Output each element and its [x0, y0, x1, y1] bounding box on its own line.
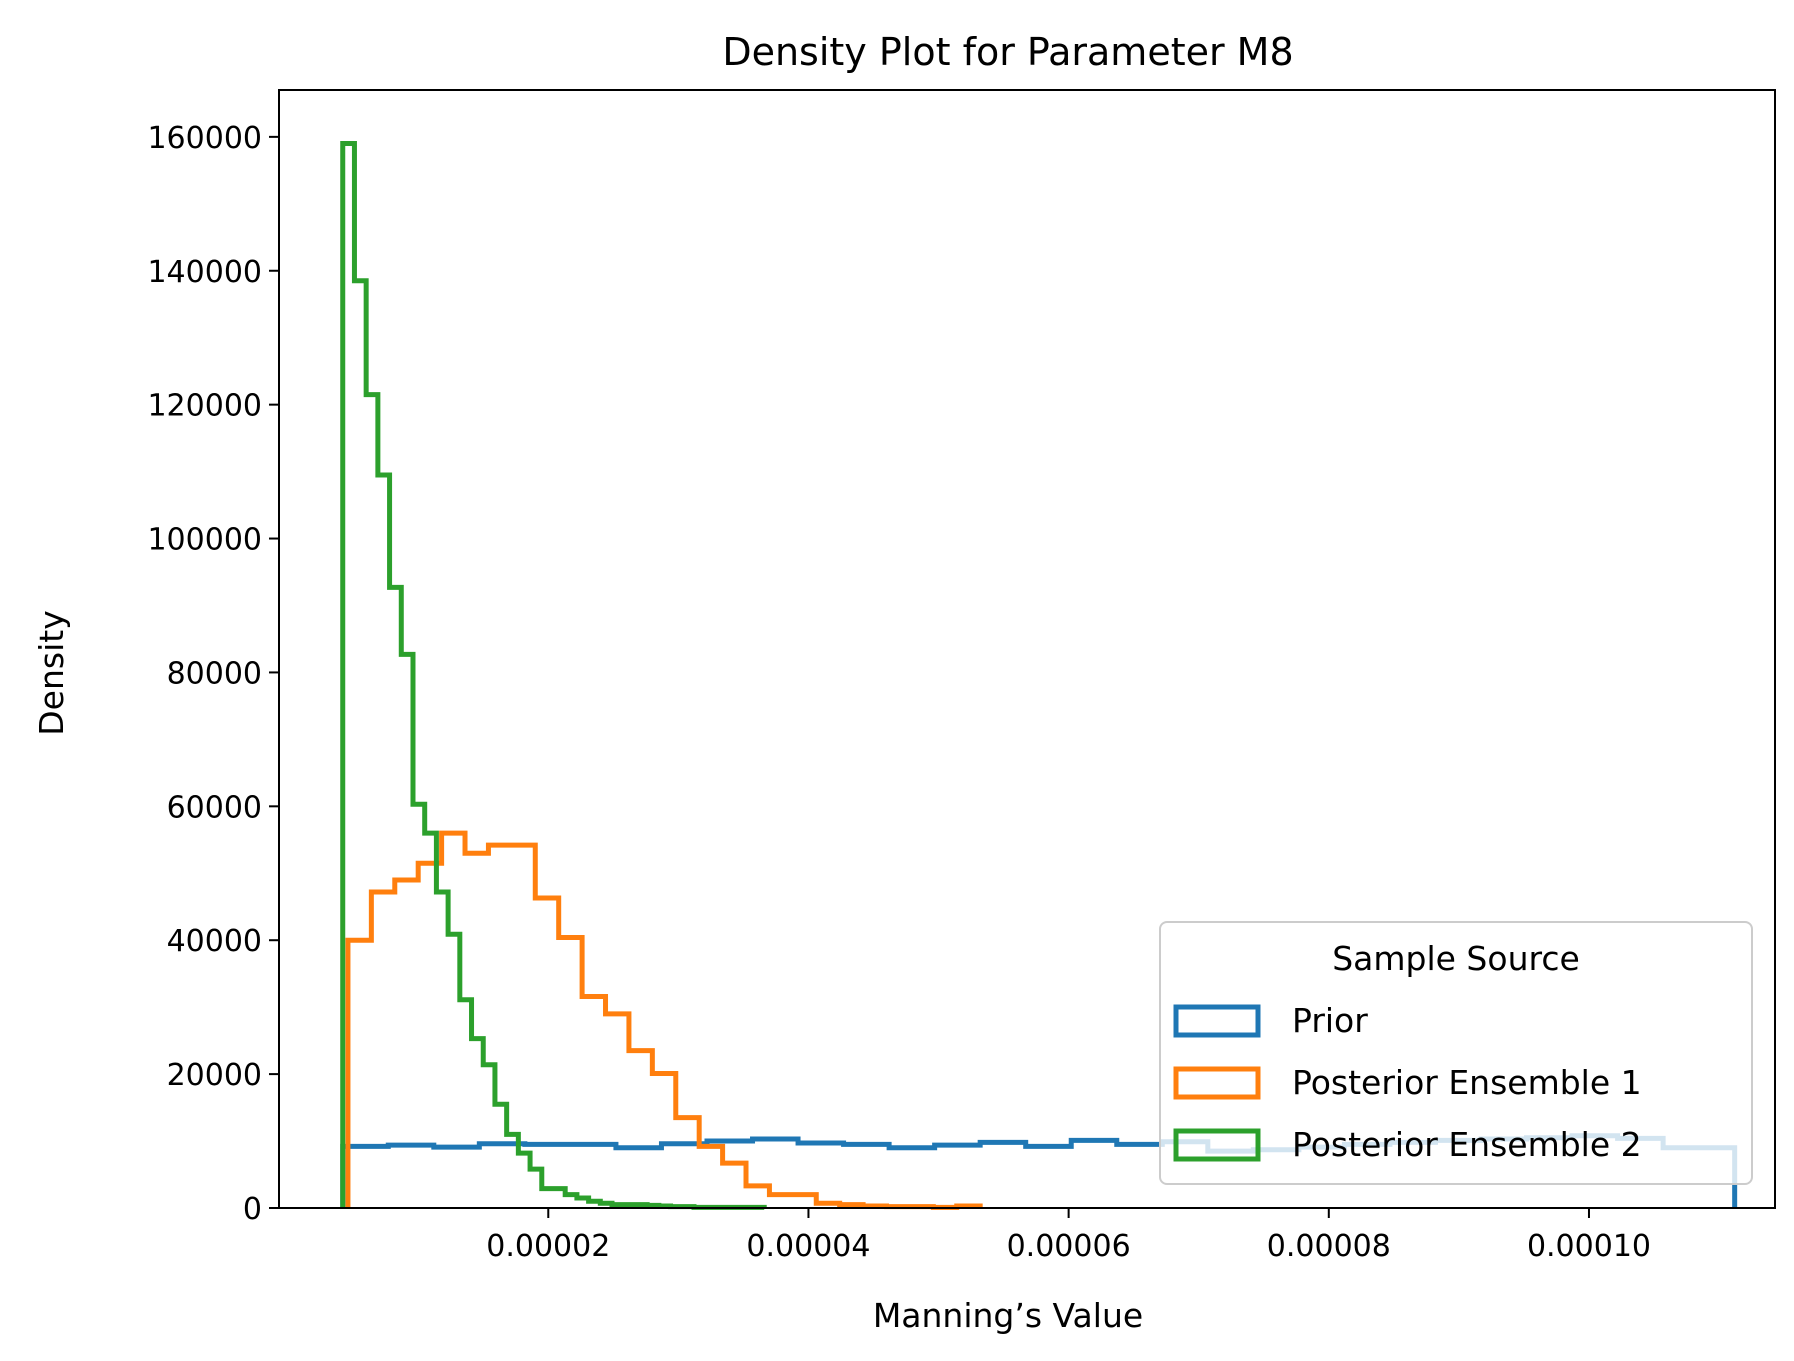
y-tick-label: 100000: [147, 523, 262, 558]
x-axis-label: Manning’s Value: [873, 1296, 1143, 1335]
series-posterior-ensemble-2-step: [340, 141, 767, 1210]
y-tick-label: 20000: [167, 1058, 262, 1093]
legend-swatch-prior: [1173, 1004, 1261, 1038]
x-tick-label: 0.00010: [1527, 1229, 1651, 1264]
y-tick-label: 120000: [147, 389, 262, 424]
y-tick-label: 160000: [147, 121, 262, 156]
legend-box: [1159, 921, 1753, 1185]
x-axis-ticks: 0.00002 0.00004 0.00006 0.00008 0.00010: [486, 1208, 1651, 1264]
x-tick-label: 0.00004: [746, 1229, 870, 1264]
series-posterior-ensemble-1-step: [345, 830, 983, 1210]
y-tick-label: 140000: [147, 255, 262, 290]
x-tick-label: 0.00006: [1007, 1229, 1131, 1264]
x-tick-label: 0.00008: [1267, 1229, 1391, 1264]
legend-label-prior: Prior: [1292, 1001, 1368, 1040]
y-tick-label: 60000: [167, 790, 262, 825]
y-axis-ticks: 0 20000 40000 60000 80000 100000 120000 140000 1…: [147, 121, 279, 1227]
legend-entries: Prior Posterior Ensemble 1 Posterior Ensem…: [1173, 1001, 1642, 1164]
chart-title: Density Plot for Parameter M8: [722, 30, 1293, 74]
legend-label-posterior-ensemble-2: Posterior Ensemble 2: [1292, 1125, 1642, 1164]
legend-title: Sample Source: [1332, 939, 1580, 978]
legend-swatch-posterior-ensemble-1: [1173, 1066, 1261, 1100]
y-axis-label: Density: [32, 610, 71, 735]
x-tick-label: 0.00002: [486, 1229, 610, 1264]
legend-swatch-posterior-ensemble-2: [1173, 1128, 1261, 1162]
legend-label-posterior-ensemble-1: Posterior Ensemble 1: [1292, 1063, 1642, 1102]
y-tick-label: 80000: [167, 656, 262, 691]
y-tick-label: 40000: [167, 924, 262, 959]
plot-frame: [278, 89, 1776, 1209]
y-tick-label: 0: [243, 1192, 262, 1227]
